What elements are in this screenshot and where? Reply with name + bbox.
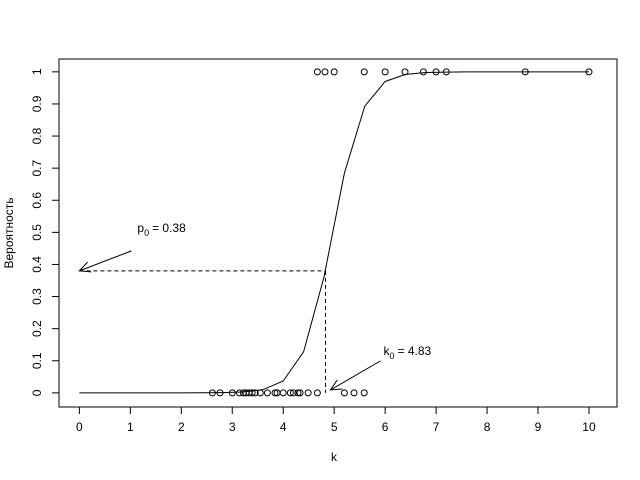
- y-tick-label: 1: [30, 68, 44, 75]
- p0_annotation-main: p: [137, 221, 144, 235]
- y-axis-label: Вероятность: [2, 197, 16, 268]
- k0-arrow-shaft: [330, 360, 381, 391]
- x-tick-label: 5: [331, 420, 338, 434]
- point: [279, 389, 287, 397]
- point: [340, 389, 348, 397]
- point: [304, 389, 312, 397]
- x-tick-label: 4: [280, 420, 287, 434]
- p0-arrow-head: [78, 261, 92, 273]
- point: [263, 389, 271, 397]
- k0-arrow: [329, 360, 381, 391]
- x-tick-label: 9: [535, 420, 542, 434]
- point: [321, 68, 329, 76]
- x-tick-label: 0: [76, 420, 83, 434]
- point: [289, 389, 297, 397]
- y-tick-label: 0: [30, 389, 44, 396]
- p0-arrow: [78, 250, 132, 273]
- point: [286, 389, 294, 397]
- x-tick-label: 1: [127, 420, 134, 434]
- x-axis-label: k: [331, 450, 338, 464]
- x-tick-label: 2: [178, 420, 185, 434]
- point: [251, 389, 259, 397]
- point: [330, 68, 338, 76]
- y-tick-label: 0.2: [30, 320, 44, 337]
- y-tick-label: 0.5: [30, 224, 44, 241]
- point: [419, 68, 427, 76]
- point: [271, 389, 279, 397]
- y-tick-label: 0.7: [30, 159, 44, 176]
- y-tick-label: 0.8: [30, 127, 44, 144]
- point: [381, 68, 389, 76]
- y-tick-label: 0.4: [30, 256, 44, 273]
- y-tick-label: 0.1: [30, 352, 44, 369]
- point: [294, 389, 302, 397]
- k0_annotation-sub: 0: [390, 351, 395, 361]
- x-tick-label: 7: [433, 420, 440, 434]
- p0-arrow-shaft: [79, 250, 132, 272]
- point: [360, 68, 368, 76]
- point: [350, 389, 358, 397]
- p0_annotation-sub: 0: [144, 228, 149, 238]
- x-tick-label: 10: [582, 420, 596, 434]
- k0_annotation-main: k: [384, 344, 391, 358]
- k0_annotation: k0 = 4.83: [384, 344, 432, 361]
- fitted-curve: [79, 71, 589, 394]
- k0_annotation-rest: = 4.83: [398, 344, 432, 358]
- x-tick-label: 6: [382, 420, 389, 434]
- y-tick-label: 0.6: [30, 192, 44, 209]
- p0_annotation-rest: = 0.38: [152, 221, 186, 235]
- point: [296, 389, 304, 397]
- point: [313, 68, 321, 76]
- p0_annotation: p0 = 0.38: [137, 221, 186, 238]
- point: [313, 389, 321, 397]
- point: [360, 389, 368, 397]
- k0-arrow-head: [329, 379, 343, 391]
- point: [235, 389, 243, 397]
- y-tick-label: 0.3: [30, 288, 44, 305]
- plot-box: [58, 58, 618, 408]
- y-tick-label: 0.9: [30, 95, 44, 112]
- x-tick-label: 8: [484, 420, 491, 434]
- point: [248, 389, 256, 397]
- x-tick-label: 3: [229, 420, 236, 434]
